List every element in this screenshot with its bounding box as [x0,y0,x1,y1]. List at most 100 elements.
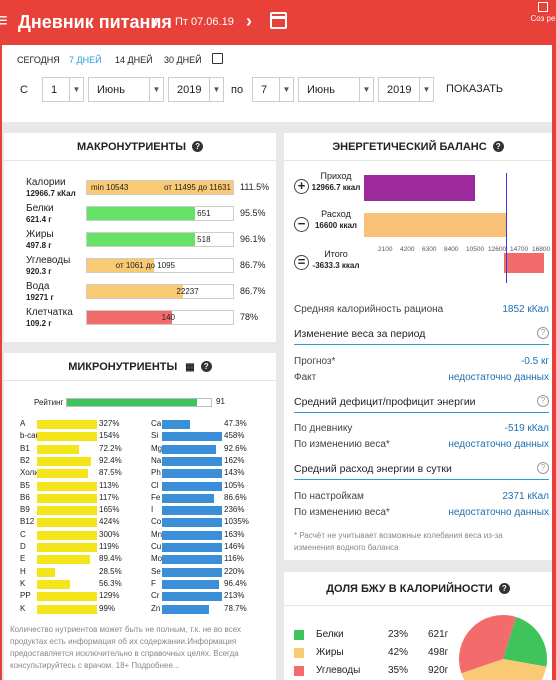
stat-value[interactable]: недостаточно данных [448,507,549,518]
micro-bar [162,506,222,516]
legend-name: Жиры [316,647,344,658]
to-day-select[interactable]: 7 ▼ [252,77,294,102]
micro-name: b-car [20,431,39,441]
to-month-value: Июнь [307,84,335,96]
micro-row: Si 458% [144,431,264,442]
micro-row: Na 162% [144,456,264,466]
calendar-icon[interactable] [212,53,223,64]
macro-amount: 497.8 г [26,241,52,250]
axis-tick: 2100 [378,246,393,253]
stat-value[interactable]: недостаточно данных [448,439,549,450]
macro-name: Калории 12966.7 кКал [26,177,76,199]
legend-swatch [294,630,304,640]
micro-name: Na [151,455,162,465]
micro-row: B6 117% [20,493,140,503]
period-filters: СЕГОДНЯ 7 ДНЕЙ 14 ДНЕЙ 30 ДНЕЙ С 1 ▼ Июнь… [2,45,552,122]
tab-7-days[interactable]: 7 ДНЕЙ [69,55,102,65]
from-month-value: Июнь [97,84,125,96]
legend-swatch [294,648,304,658]
menu-icon[interactable]: ≡ [0,10,8,32]
micro-row: C 300% [20,530,140,540]
help-icon[interactable]: ? [537,462,549,474]
macro-name: Клетчатка 109.2 г [26,307,73,329]
micro-name: Ca [151,419,162,428]
chevron-down-icon: ▼ [149,78,163,101]
help-icon[interactable]: ? [192,141,204,152]
show-button[interactable]: ПОКАЗАТЬ [446,83,504,95]
footnote: * Расчёт не учитывает возможные колебани… [294,531,503,552]
micro-bar [37,604,97,614]
micro-percent: 162% [224,455,245,465]
legend-grams: 920г [428,665,449,676]
micro-bar [162,481,222,491]
to-month-select[interactable]: Июнь ▼ [298,77,374,102]
macro-fill [87,259,155,272]
micro-bar [37,444,79,454]
micro-name: Fe [151,492,161,502]
micro-row: H 28.5% [20,567,140,577]
micro-bar [37,420,97,429]
micro-percent: 56.3% [99,578,122,588]
micro-bar [37,506,97,516]
bju-title: ДОЛЯ БЖУ В КАЛОРИЙНОСТИ [326,583,493,595]
micro-row: B5 113% [20,481,140,491]
micro-name: A [20,419,26,428]
help-icon[interactable]: ? [537,327,549,339]
tab-14-days[interactable]: 14 ДНЕЙ [115,55,153,65]
to-year-select[interactable]: 2019 ▼ [378,77,434,102]
table-icon[interactable]: ▦ [185,362,195,373]
micro-row: B2 92.4% [20,456,140,466]
macro-row: Калории 12966.7 кКал min 10543 от 11495 д… [4,177,274,203]
stat-label: По изменению веса* [294,507,390,518]
micro-name: D [20,542,26,551]
micro-bar [162,432,222,442]
macro-bar: 22237 [86,284,234,299]
micro-percent: 1035% [224,517,249,527]
micro-percent: 236% [224,505,245,515]
chevron-down-icon: ▼ [69,78,83,101]
help-icon[interactable]: ? [492,141,504,152]
current-date[interactable]: Пт 07.06.19 [175,16,234,28]
micro-bar [162,518,222,528]
expense-value: 16600 ккал [314,221,357,230]
macro-min: min 10543 [91,183,129,192]
from-month-select[interactable]: Июнь ▼ [88,77,164,102]
micro-percent: 458% [224,431,245,441]
stat-label: Прогноз* [294,356,336,367]
micro-percent: 327% [99,419,120,428]
micro-name: Cu [151,542,162,551]
help-icon[interactable]: ? [200,361,212,372]
prev-day-icon[interactable]: ‹ [152,11,158,31]
micro-percent: 146% [224,542,245,551]
macro-bar: от 1061 до 1095 [86,258,234,273]
tab-today[interactable]: СЕГОДНЯ [17,55,60,65]
create-button[interactable]: Соз ре [530,0,556,45]
calendar-icon[interactable] [270,12,287,29]
settings-stat: По настройкам 2371 кКал [294,491,549,502]
balance-axis: 2100 4200 6300 8400 10500 12600 14700 16800 [364,246,551,256]
micro-row: PP 129% [20,591,140,602]
panel-title: ЭНЕРГЕТИЧЕСКИЙ БАЛАНС? [284,133,552,161]
macros-title: МАКРОНУТРИЕНТЫ [76,141,187,153]
income-row: + Приход 12966.7 ккал [284,167,552,207]
help-icon[interactable]: ? [498,583,510,594]
help-icon[interactable]: ? [537,395,549,407]
legend-grams: 621г [428,629,449,640]
tab-30-days[interactable]: 30 ДНЕЙ [164,55,202,65]
bju-pie-chart [459,615,547,680]
by-weight2-stat: По изменению веса* недостаточно данных [294,507,549,518]
stat-value[interactable]: недостаточно данных [448,372,549,383]
micro-name: Si [151,431,159,441]
from-year-select[interactable]: 2019 ▼ [168,77,224,102]
micro-bar [37,493,97,503]
axis-tick: 16800 [532,246,551,253]
micro-percent: 117% [99,492,119,502]
chevron-down-icon: ▼ [209,78,223,101]
micro-percent: 78.7% [224,603,247,613]
axis-tick: 6300 [422,246,437,253]
next-day-icon[interactable]: › [246,11,252,31]
micro-bar [162,555,222,565]
income-value: 12966.7 ккал [311,183,361,192]
micro-percent: 116% [224,554,244,564]
from-day-select[interactable]: 1 ▼ [42,77,84,102]
